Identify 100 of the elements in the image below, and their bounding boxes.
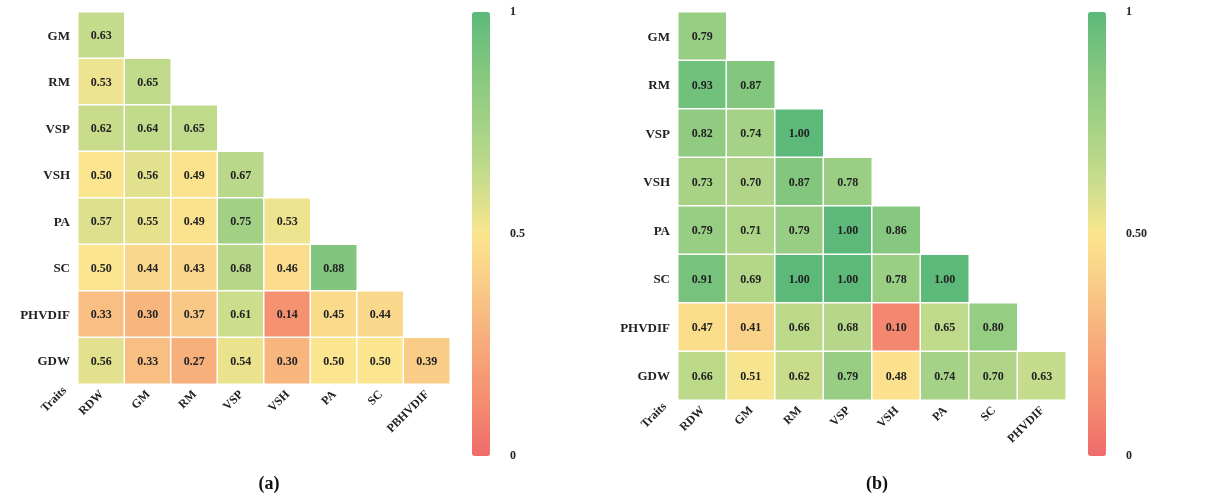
color-bar-label: 0.5 [510,226,525,240]
data-label: 0.33 [137,353,159,368]
data-label: 0.49 [183,214,205,229]
data-label: 0.68 [837,320,859,335]
data-label: 0.39 [416,353,438,368]
x-tick-label: RM [780,403,805,428]
data-label: 0.66 [788,320,810,335]
color-bar-label: 1 [510,4,516,18]
x-tick-label: RM [175,387,200,412]
data-label: 0.55 [137,214,159,229]
data-label: 0.70 [740,174,762,189]
y-tick-label: VSP [45,120,71,136]
text: (b) [866,473,888,494]
data-label: 0.65 [934,320,956,335]
data-label: 0.86 [885,223,907,238]
data-label: 0.74 [740,126,762,141]
data-label: 0.79 [837,368,859,383]
data-label: 0.63 [90,28,112,43]
color-bar-label: 0.50 [1126,226,1147,240]
data-label: 0.69 [740,271,762,286]
data-label: 0.61 [230,307,252,322]
data-label: 0.47 [691,320,713,335]
y-tick-label: GM [647,28,670,44]
data-label: 0.54 [230,353,252,368]
data-label: 0.46 [276,260,298,275]
y-tick-label: VSH [643,174,670,190]
y-tick-label: SC [653,271,670,287]
y-tick-label: GDW [37,353,70,369]
data-label: 0.53 [276,214,298,229]
data-label: 0.44 [369,307,391,322]
data-label: 0.68 [230,260,252,275]
color-bar-label: 1 [1126,4,1132,18]
x-tick-label: SC [364,387,386,408]
y-tick-label: PHVDIF [20,306,71,322]
y-tick-label: GDW [637,368,670,384]
data-label: 0.80 [982,320,1004,335]
y-tick-label: PHVDIF [620,319,671,335]
data-label: 0.51 [740,368,762,383]
x-tick-label: GM [128,387,153,412]
data-label: 0.74 [934,368,956,383]
data-label: 0.56 [137,167,159,182]
color-bar-label: 0 [510,448,516,462]
y-tick-label: GM [47,27,70,43]
x-tick-label: GM [731,403,756,428]
text: (a) [258,473,280,494]
data-label: 1.00 [837,223,859,238]
x-tick-label: VSP [826,403,853,429]
data-label: 0.93 [691,77,713,92]
data-label: 0.50 [323,353,345,368]
data-label: 0.88 [323,260,345,275]
data-label: 0.79 [691,223,713,238]
data-label: 0.30 [276,353,298,368]
data-label: 0.50 [369,353,391,368]
data-label: 1.00 [788,271,810,286]
data-label: 0.75 [230,214,252,229]
x-tick-label: SC [977,403,999,424]
data-label: 0.43 [183,260,205,275]
data-label: 0.79 [788,223,810,238]
data-label: 0.14 [276,307,298,322]
data-label: 0.50 [90,167,112,182]
data-label: 0.27 [183,353,205,368]
data-label: 1.00 [788,126,810,141]
data-label: 1.00 [934,271,956,286]
data-label: 0.87 [788,174,810,189]
data-label: 0.62 [788,368,810,383]
y-tick-label: VSP [645,125,671,141]
data-label: 0.50 [90,260,112,275]
data-label: 0.33 [90,307,112,322]
data-label: 0.64 [137,121,159,136]
data-label: 0.30 [137,307,159,322]
data-label: 0.44 [137,260,159,275]
y-tick-label: RM [648,77,670,93]
data-label: 0.78 [837,174,859,189]
color-bar-label: 0 [1126,448,1132,462]
data-label: 0.66 [691,368,713,383]
data-label: 0.57 [90,214,112,229]
x-tick-label: VSP [219,387,246,413]
x-tick-label: PA [318,386,339,408]
data-label: 1.00 [837,271,859,286]
data-label: 0.41 [740,320,762,335]
data-label: 0.63 [1031,368,1053,383]
data-label: 0.67 [230,167,252,182]
y-tick-label: PA [53,213,71,229]
data-label: 0.62 [90,121,112,136]
data-label: 0.65 [137,74,159,89]
data-label: 0.49 [183,167,205,182]
x-tick-label: PA [929,402,950,424]
data-label: 0.45 [323,307,345,322]
y-tick-label: RM [48,74,70,90]
data-label: 0.53 [90,74,112,89]
data-label: 0.79 [691,29,713,44]
data-label: 0.65 [183,121,205,136]
data-label: 0.37 [183,307,205,322]
data-label: 0.48 [885,368,907,383]
data-label: 0.73 [691,174,713,189]
data-label: 0.71 [740,223,762,238]
y-tick-label: VSH [43,167,70,183]
data-label: 0.70 [982,368,1004,383]
y-tick-label: SC [53,260,70,276]
data-label: 0.78 [885,271,907,286]
